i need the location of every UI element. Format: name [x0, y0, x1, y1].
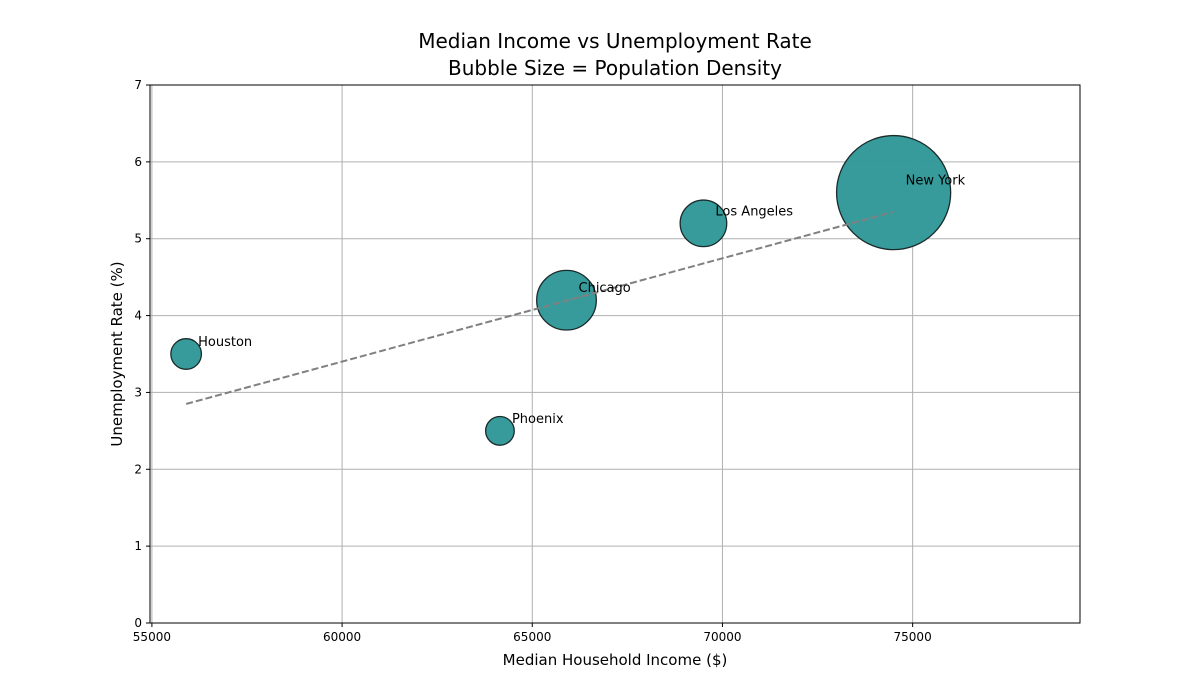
x-tick-label: 70000 — [703, 630, 741, 644]
x-tick-label: 60000 — [323, 630, 361, 644]
x-tick-label: 75000 — [894, 630, 932, 644]
bubble-phoenix — [484, 415, 515, 446]
x-axis-label: Median Household Income ($) — [503, 651, 728, 669]
trend-line-layer — [185, 210, 894, 405]
point-label-los-angeles: Los Angeles — [715, 204, 793, 219]
y-tick-label: 4 — [134, 309, 142, 323]
y-tick-label: 7 — [134, 78, 142, 92]
x-tick-label: 55000 — [133, 630, 171, 644]
bubble-houston — [170, 338, 203, 370]
x-axis-ticks: 55000 60000 65000 70000 75000 — [133, 623, 932, 644]
y-axis-label: Unemployment Rate (%) — [108, 261, 126, 446]
point-label-new-york: New York — [906, 174, 966, 189]
y-tick-label: 0 — [134, 616, 142, 630]
y-tick-label: 2 — [134, 462, 142, 476]
point-label-chicago: Chicago — [579, 281, 631, 296]
y-tick-label: 1 — [134, 539, 142, 553]
plot-frame — [149, 84, 1081, 624]
trend-line — [185, 210, 894, 405]
y-tick-label: 6 — [134, 155, 142, 169]
point-label-phoenix: Phoenix — [512, 412, 564, 427]
chart-title: Median Income vs Unemployment Rate — [418, 29, 812, 53]
bubble-los-angeles — [679, 199, 728, 248]
y-axis-ticks: 0 1 2 3 4 5 6 7 — [134, 78, 150, 630]
y-tick-label: 3 — [134, 385, 142, 399]
point-label-houston: Houston — [198, 335, 252, 350]
point-label-layer: Houston Phoenix Chicago Los Angeles New York — [198, 174, 965, 427]
chart-subtitle: Bubble Size = Population Density — [448, 56, 782, 80]
x-tick-label: 65000 — [513, 630, 551, 644]
y-tick-label: 5 — [134, 232, 142, 246]
bubble-layer — [170, 134, 952, 446]
bubble-new-york — [835, 134, 952, 251]
